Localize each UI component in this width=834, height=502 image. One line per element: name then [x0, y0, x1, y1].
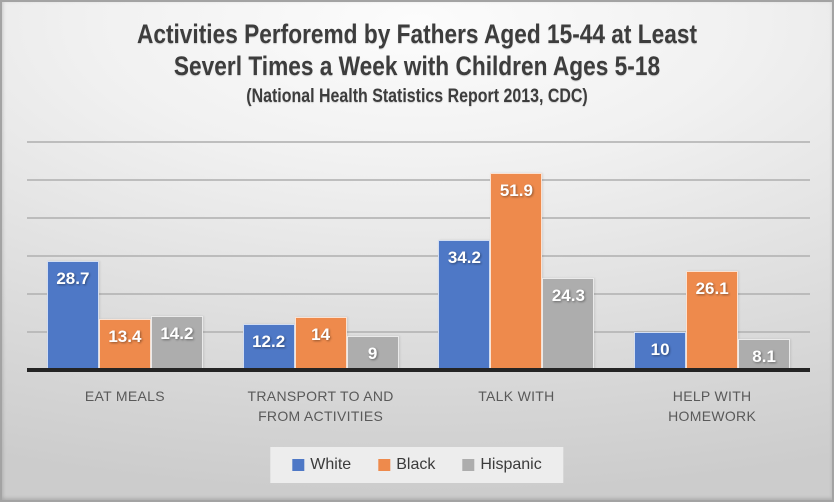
legend-swatch-icon	[292, 459, 305, 471]
bar-black: 26.1	[686, 270, 739, 370]
bar-groups: 28.7 13.4 14.2 EAT MEALS 12.2 14 9 TRANSPORT TO…	[27, 132, 810, 424]
bar-value-label: 13.4	[108, 327, 142, 347]
legend-item-white: White	[292, 456, 351, 474]
gridline	[27, 330, 810, 333]
bar-hispanic: 24.3	[542, 277, 595, 370]
gridline	[27, 140, 810, 143]
bar-value-label: 24.3	[551, 285, 585, 305]
bar-value-label: 10	[650, 339, 670, 359]
bar-value-label: 14	[311, 324, 331, 344]
bar-hispanic: 8.1	[738, 339, 791, 370]
gridline	[27, 254, 810, 257]
legend-item-black: Black	[378, 456, 435, 474]
gridline	[27, 292, 810, 295]
chart-title-line-1: Activities Perforemd by Fathers Aged 15-…	[136, 19, 698, 49]
bar-value-label: 9	[367, 343, 378, 363]
category-group: 28.7 13.4 14.2 EAT MEALS	[27, 132, 223, 404]
bar-value-label: 34.2	[447, 247, 481, 267]
legend-swatch-icon	[462, 459, 475, 471]
legend-label: Black	[396, 456, 436, 473]
bar-white: 10	[634, 331, 687, 370]
bar-white: 34.2	[438, 239, 491, 370]
category-label: TALK WITH	[478, 388, 555, 404]
x-axis-line	[27, 368, 810, 372]
bar-value-label: 14.2	[160, 324, 194, 344]
bar-white: 12.2	[242, 323, 295, 370]
bar-value-label: 26.1	[695, 278, 729, 298]
category-label: HELP WITH HOMEWORK	[668, 388, 757, 424]
bar-hispanic: 14.2	[150, 316, 203, 370]
legend-label: Hispanic	[480, 456, 542, 473]
bar-hispanic: 9	[346, 335, 399, 370]
bar-white: 28.7	[46, 260, 99, 370]
legend: White Black Hispanic	[270, 447, 564, 483]
bar-value-label: 12.2	[252, 331, 286, 351]
category-group: 12.2 14 9 TRANSPORT TO AND FROM ACTIVITIES	[223, 132, 419, 424]
plot-area: 28.7 13.4 14.2 EAT MEALS 12.2 14 9 TRANSPORT TO…	[27, 132, 810, 424]
gridline	[27, 216, 810, 219]
bar-value-label: 28.7	[56, 268, 90, 288]
category-group: 10 26.1 8.1 HELP WITH HOMEWORK	[614, 132, 810, 424]
gridline	[27, 178, 810, 181]
legend-label: White	[310, 456, 352, 473]
category-label: EAT MEALS	[84, 388, 165, 404]
bar-value-label: 8.1	[752, 347, 776, 367]
category-group: 34.2 51.9 24.3 TALK WITH	[419, 132, 615, 404]
chart-title-line-2: Severl Times a Week with Children Ages 5…	[173, 51, 661, 82]
legend-item-hispanic: Hispanic	[462, 456, 542, 474]
bar-black: 14	[294, 316, 347, 370]
legend-swatch-icon	[378, 459, 391, 471]
chart-subtitle: (National Health Statistics Report 2013,…	[246, 85, 588, 107]
category-label: TRANSPORT TO AND FROM ACTIVITIES	[247, 388, 394, 424]
bar-black: 13.4	[98, 319, 151, 370]
bar-black: 51.9	[490, 172, 543, 370]
chart-title-block: Activities Perforemd by Fathers Aged 15-…	[2, 18, 832, 108]
bar-value-label: 51.9	[499, 180, 533, 200]
